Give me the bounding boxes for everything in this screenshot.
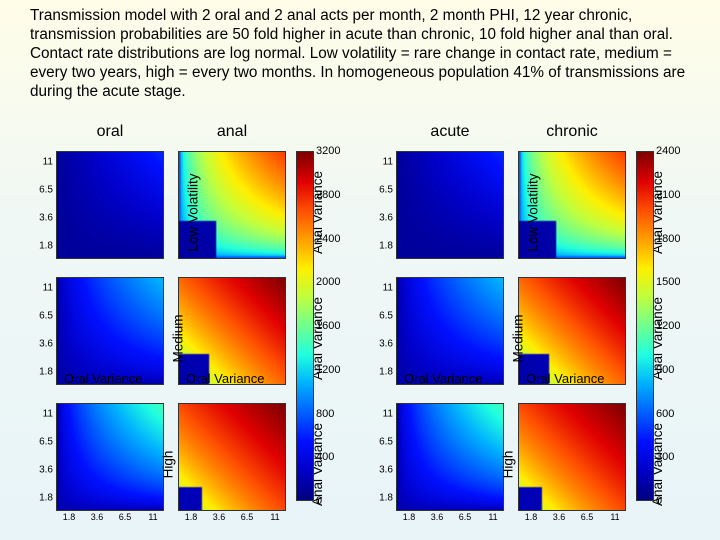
y-ticks: 116.53.61.8 — [33, 278, 55, 386]
row-label-1: Medium — [171, 314, 186, 362]
y-ticks: 116.53.61.8 — [373, 278, 395, 386]
heatmap-panel: 1.83.66.511 — [518, 403, 626, 511]
right-grid: acutechronic116.53.61.8116.53.61.8116.53… — [370, 145, 710, 540]
row-label-2: High — [500, 451, 515, 479]
x-ticks: 1.83.66.511 — [57, 512, 165, 524]
colorbar: 240021001800150012009006003000 — [636, 151, 654, 501]
heatmap-panel: 116.53.61.8 — [396, 151, 504, 259]
heatmap-panel: 116.53.61.8 — [396, 277, 504, 385]
oral-variance-label: Oral Variance — [64, 371, 143, 386]
col-header-acute: acute — [396, 123, 504, 141]
row-label-0: Low Volatility — [526, 173, 541, 251]
oral-variance-label: Oral Variance — [526, 371, 605, 386]
row-label-2: High — [160, 451, 175, 479]
row-label-1: Medium — [511, 314, 526, 362]
left-grid: oralanal116.53.61.8116.53.61.8116.53.61.… — [30, 145, 370, 540]
row-label-0: Low Volatility — [186, 173, 201, 251]
col-header-chronic: chronic — [518, 123, 626, 141]
y-ticks: 116.53.61.8 — [33, 152, 55, 260]
heatmap-panel: 116.53.61.8 — [56, 151, 164, 259]
oral-variance-label: Oral Variance — [404, 371, 483, 386]
heatmap-panel — [518, 277, 626, 385]
heatmap-panel: 116.53.61.81.83.66.511 — [56, 403, 164, 511]
heatmap-panel — [178, 277, 286, 385]
x-ticks: 1.83.66.511 — [397, 512, 505, 524]
heatmap-panel: 1.83.66.511 — [178, 403, 286, 511]
colorbar: 3200280024002000160012008004000 — [296, 151, 314, 501]
oral-variance-label: Oral Variance — [186, 371, 265, 386]
caption-text: Transmission model with 2 oral and 2 ana… — [0, 0, 720, 107]
y-ticks: 116.53.61.8 — [373, 404, 395, 512]
col-header-anal: anal — [178, 123, 286, 141]
x-ticks: 1.83.66.511 — [519, 512, 627, 524]
heatmap-panel: 116.53.61.8 — [56, 277, 164, 385]
heatmap-panel: 116.53.61.81.83.66.511 — [396, 403, 504, 511]
chart-area: oralanal116.53.61.8116.53.61.8116.53.61.… — [30, 145, 710, 540]
x-ticks: 1.83.66.511 — [179, 512, 287, 524]
col-header-oral: oral — [56, 123, 164, 141]
y-ticks: 116.53.61.8 — [33, 404, 55, 512]
y-ticks: 116.53.61.8 — [373, 152, 395, 260]
